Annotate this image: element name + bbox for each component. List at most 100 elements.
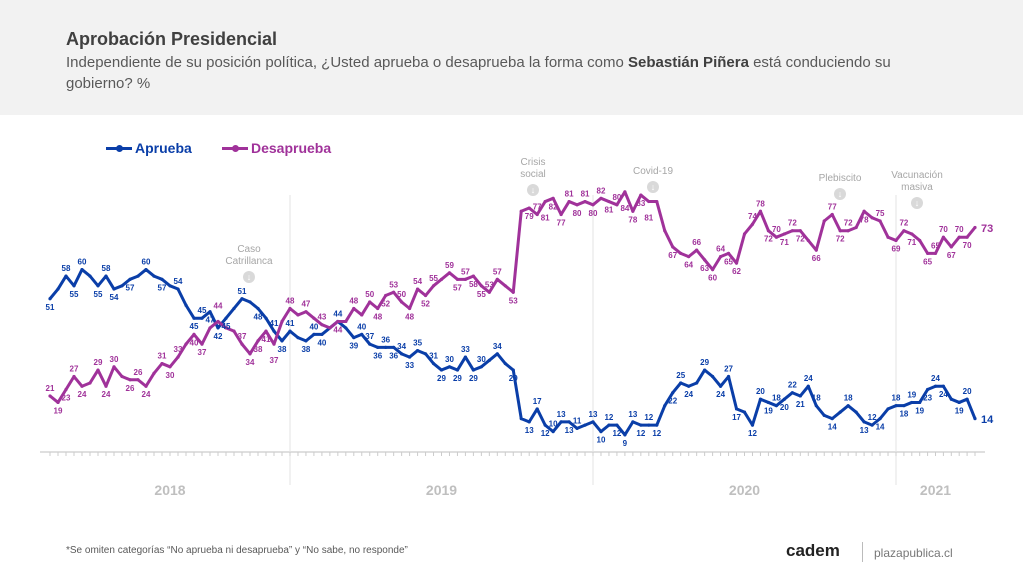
data-label: 19 xyxy=(764,406,773,415)
data-label: 24 xyxy=(804,374,813,383)
data-point xyxy=(854,225,858,230)
data-point xyxy=(192,332,196,336)
data-point xyxy=(567,420,571,424)
data-point xyxy=(854,410,858,414)
header: Aprobación Presidencial Independiente de… xyxy=(0,0,1023,115)
data-label: 78 xyxy=(628,215,637,224)
data-label: 78 xyxy=(756,199,765,208)
data-point xyxy=(144,268,148,272)
data-label: 48 xyxy=(405,312,414,321)
data-label: 53 xyxy=(389,280,398,289)
data-label: 34 xyxy=(246,358,255,367)
data-point xyxy=(639,193,643,197)
data-point xyxy=(352,336,356,340)
data-label: 26 xyxy=(134,368,143,377)
data-label: 24 xyxy=(684,390,693,399)
data-point xyxy=(973,225,977,230)
data-label: 27 xyxy=(724,365,733,374)
data-point xyxy=(726,374,731,379)
data-point xyxy=(711,374,715,379)
data-label: 17 xyxy=(732,413,741,422)
data-point xyxy=(120,374,124,379)
data-point xyxy=(80,268,84,272)
data-point xyxy=(663,404,667,408)
data-label: 72 xyxy=(836,235,845,244)
arrow-down-icon: ↓ xyxy=(527,184,539,196)
data-point xyxy=(264,316,268,320)
data-label: 57 xyxy=(461,267,470,276)
data-label: 72 xyxy=(788,219,797,228)
data-point xyxy=(726,251,731,255)
data-point xyxy=(822,219,826,223)
data-point xyxy=(575,203,579,207)
annotation-covid: Covid-19 ↓ xyxy=(623,166,683,193)
series-line-aprueba xyxy=(48,268,977,437)
data-label: 37 xyxy=(238,332,247,341)
data-label: 52 xyxy=(421,300,430,309)
data-label: 40 xyxy=(357,322,366,331)
data-label: 33 xyxy=(174,345,183,354)
data-point xyxy=(894,238,898,243)
data-label: 43 xyxy=(317,313,326,322)
data-point xyxy=(447,271,452,275)
data-point xyxy=(336,319,340,324)
data-point xyxy=(527,420,531,424)
data-label: 55 xyxy=(477,290,486,299)
data-label: 38 xyxy=(301,345,310,354)
data-label: 67 xyxy=(947,251,956,260)
data-point xyxy=(304,310,308,314)
site-link[interactable]: plazapublica.cl xyxy=(874,546,953,560)
data-label: 65 xyxy=(931,241,940,250)
data-point xyxy=(455,368,460,372)
data-label: 72 xyxy=(796,235,805,244)
data-label: 12 xyxy=(652,429,661,438)
data-point xyxy=(591,203,595,207)
data-point xyxy=(128,378,132,382)
data-point xyxy=(96,284,100,288)
data-point xyxy=(168,365,172,369)
annotation-label: Covid-19 xyxy=(632,166,674,177)
data-point xyxy=(192,316,196,320)
data-point xyxy=(264,329,268,333)
data-point xyxy=(503,361,507,366)
data-point xyxy=(296,336,300,340)
data-point xyxy=(774,235,778,239)
data-label: 80 xyxy=(612,193,621,202)
data-point xyxy=(655,199,659,204)
data-point xyxy=(240,297,244,301)
data-label: 81 xyxy=(565,190,574,199)
data-label: 10 xyxy=(597,436,606,445)
data-point xyxy=(543,423,547,427)
data-label: 65 xyxy=(923,257,932,266)
data-point xyxy=(368,342,372,346)
data-label: 58 xyxy=(62,264,71,273)
data-point xyxy=(455,277,460,281)
data-label: 81 xyxy=(541,214,550,223)
data-label: 58 xyxy=(102,264,111,273)
data-point xyxy=(152,274,156,278)
divider xyxy=(862,542,863,562)
data-label: 65 xyxy=(724,257,733,266)
data-point xyxy=(256,339,260,343)
data-point xyxy=(949,397,953,401)
data-point xyxy=(535,212,539,217)
data-label: 79 xyxy=(525,212,534,221)
data-point xyxy=(941,384,946,388)
data-label: 70 xyxy=(955,225,964,234)
data-label: 33 xyxy=(405,361,414,370)
data-label: 53 xyxy=(509,296,518,305)
data-point xyxy=(886,235,890,239)
data-label: 33 xyxy=(461,345,470,354)
data-label: 12 xyxy=(604,413,613,422)
data-label: 80 xyxy=(589,209,598,218)
data-label: 57 xyxy=(453,283,462,292)
data-point xyxy=(152,371,156,375)
data-point xyxy=(487,358,491,362)
data-label: 47 xyxy=(206,316,215,325)
data-point xyxy=(838,410,842,414)
data-point xyxy=(312,332,316,336)
data-point xyxy=(104,274,108,278)
data-label: 82 xyxy=(549,202,558,211)
data-point xyxy=(112,287,116,291)
data-label: 36 xyxy=(373,351,382,360)
